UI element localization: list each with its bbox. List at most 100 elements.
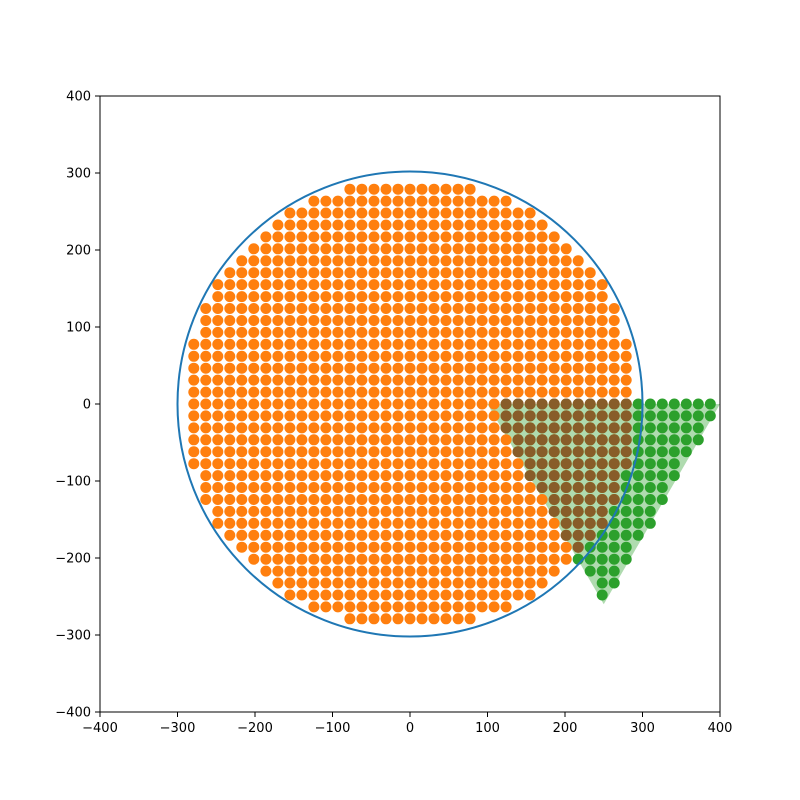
point-circle xyxy=(380,183,392,195)
point-circle xyxy=(224,374,236,386)
point-circle xyxy=(188,422,200,434)
point-circle xyxy=(392,446,404,458)
point-circle xyxy=(260,386,272,398)
point-both xyxy=(536,458,548,470)
point-circle xyxy=(500,434,512,446)
y-tick-label: 100 xyxy=(66,321,91,336)
point-circle xyxy=(428,219,440,231)
point-circle xyxy=(272,255,284,267)
point-circle xyxy=(308,207,320,219)
point-circle xyxy=(308,458,320,470)
point-both xyxy=(608,482,620,493)
point-both xyxy=(500,398,512,410)
point-circle xyxy=(380,291,392,303)
point-both xyxy=(536,446,548,458)
point-circle xyxy=(524,565,536,577)
point-circle xyxy=(368,541,380,553)
point-circle xyxy=(476,195,488,207)
point-circle xyxy=(368,326,380,338)
point-circle xyxy=(368,494,380,505)
point-both xyxy=(596,458,608,470)
point-circle xyxy=(440,398,452,410)
point-both xyxy=(560,482,572,493)
point-circle xyxy=(284,231,296,243)
point-both xyxy=(560,410,572,422)
point-circle xyxy=(212,398,224,410)
point-triangle xyxy=(620,541,632,553)
point-circle xyxy=(440,470,452,482)
plot-marks xyxy=(176,170,720,638)
point-circle xyxy=(260,422,272,434)
point-circle xyxy=(500,231,512,243)
point-circle xyxy=(620,350,632,362)
point-both xyxy=(524,458,536,470)
point-circle xyxy=(440,291,452,303)
point-circle xyxy=(416,338,428,350)
point-circle xyxy=(476,291,488,303)
point-both xyxy=(548,446,560,458)
point-circle xyxy=(428,470,440,482)
point-circle xyxy=(380,386,392,398)
point-circle xyxy=(404,565,416,577)
point-circle xyxy=(500,195,512,207)
point-circle xyxy=(368,410,380,422)
point-circle xyxy=(380,482,392,493)
point-both xyxy=(572,494,584,505)
point-circle xyxy=(572,267,584,279)
point-circle xyxy=(416,255,428,267)
point-triangle xyxy=(632,517,644,529)
point-circle xyxy=(464,541,476,553)
point-both xyxy=(608,446,620,458)
point-circle xyxy=(452,517,464,529)
point-circle xyxy=(548,326,560,338)
point-circle xyxy=(308,565,320,577)
point-circle xyxy=(416,303,428,314)
point-circle xyxy=(296,219,308,231)
point-circle xyxy=(440,553,452,565)
point-circle xyxy=(236,410,248,422)
point-circle xyxy=(272,434,284,446)
point-circle xyxy=(524,577,536,589)
point-both xyxy=(548,410,560,422)
point-circle xyxy=(212,291,224,303)
point-circle xyxy=(236,315,248,326)
y-tick-label: 0 xyxy=(83,398,91,413)
point-circle xyxy=(248,362,260,374)
point-circle xyxy=(224,279,236,291)
point-circle xyxy=(308,434,320,446)
point-circle xyxy=(332,422,344,434)
point-circle xyxy=(332,350,344,362)
point-circle xyxy=(560,255,572,267)
point-both xyxy=(584,398,596,410)
point-circle xyxy=(416,195,428,207)
point-circle xyxy=(452,410,464,422)
point-circle xyxy=(416,315,428,326)
point-circle xyxy=(428,279,440,291)
point-triangle xyxy=(656,458,668,470)
point-circle xyxy=(548,374,560,386)
point-both xyxy=(572,446,584,458)
point-circle xyxy=(488,326,500,338)
point-circle xyxy=(380,422,392,434)
point-circle xyxy=(404,326,416,338)
point-circle xyxy=(464,553,476,565)
point-circle xyxy=(404,422,416,434)
point-circle xyxy=(512,541,524,553)
point-both xyxy=(596,434,608,446)
point-circle xyxy=(260,517,272,529)
point-circle xyxy=(380,446,392,458)
point-circle xyxy=(476,338,488,350)
point-circle xyxy=(320,303,332,314)
point-circle xyxy=(596,291,608,303)
point-circle xyxy=(404,589,416,601)
point-circle xyxy=(452,398,464,410)
point-both xyxy=(572,398,584,410)
point-circle xyxy=(356,386,368,398)
point-circle xyxy=(332,398,344,410)
point-triangle xyxy=(620,517,632,529)
point-circle xyxy=(332,303,344,314)
point-circle xyxy=(284,470,296,482)
point-both xyxy=(584,446,596,458)
point-circle xyxy=(368,362,380,374)
point-circle xyxy=(524,517,536,529)
